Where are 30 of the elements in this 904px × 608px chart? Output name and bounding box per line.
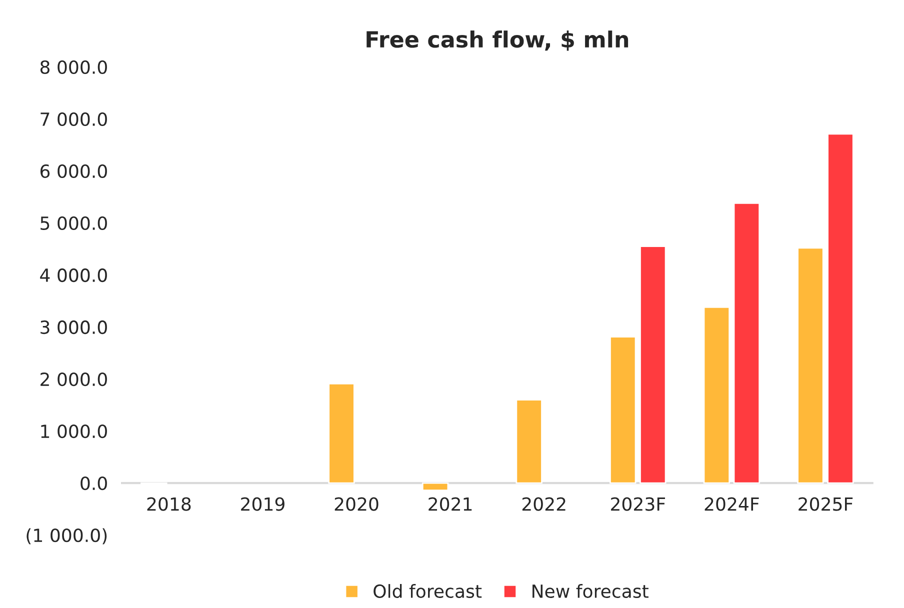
bar	[328, 382, 355, 484]
y-tick-label: 8 000.0	[40, 60, 107, 74]
y-tick-label: 0.0	[80, 476, 107, 490]
y-tick-label: 7 000.0	[40, 112, 107, 126]
y-tick-label: 5 000.0	[40, 216, 107, 230]
y-tick-label: 1 000.0	[41, 424, 107, 438]
bar	[733, 202, 760, 484]
bar	[827, 133, 854, 484]
chart-title: Free cash flow, $ mln	[366, 30, 628, 51]
bar	[422, 482, 449, 491]
legend-label: Old forecast	[374, 584, 482, 598]
legend-label: New forecast	[532, 584, 648, 598]
y-tick-label: (1 000.0)	[26, 528, 107, 544]
x-tick-label: 2023F	[611, 497, 665, 511]
y-tick-label: 4 000.0	[40, 268, 107, 282]
x-tick-label: 2024F	[704, 497, 759, 511]
bar	[703, 306, 730, 484]
y-tick-label: 2 000.0	[40, 372, 107, 386]
x-tick-label: 2021	[428, 497, 472, 511]
bar	[797, 247, 824, 484]
bar	[640, 246, 666, 484]
y-tick-label: 3 000.0	[40, 320, 107, 334]
x-tick-label: 2025F	[798, 497, 853, 511]
bar	[610, 336, 636, 484]
bar	[516, 399, 542, 484]
x-tick-label: 2020	[334, 497, 378, 511]
x-tick-label: 2019	[241, 497, 284, 511]
x-tick-label: 2022	[522, 497, 566, 511]
x-tick-label: 2018	[147, 497, 191, 511]
y-tick-label: 6 000.0	[40, 164, 107, 178]
